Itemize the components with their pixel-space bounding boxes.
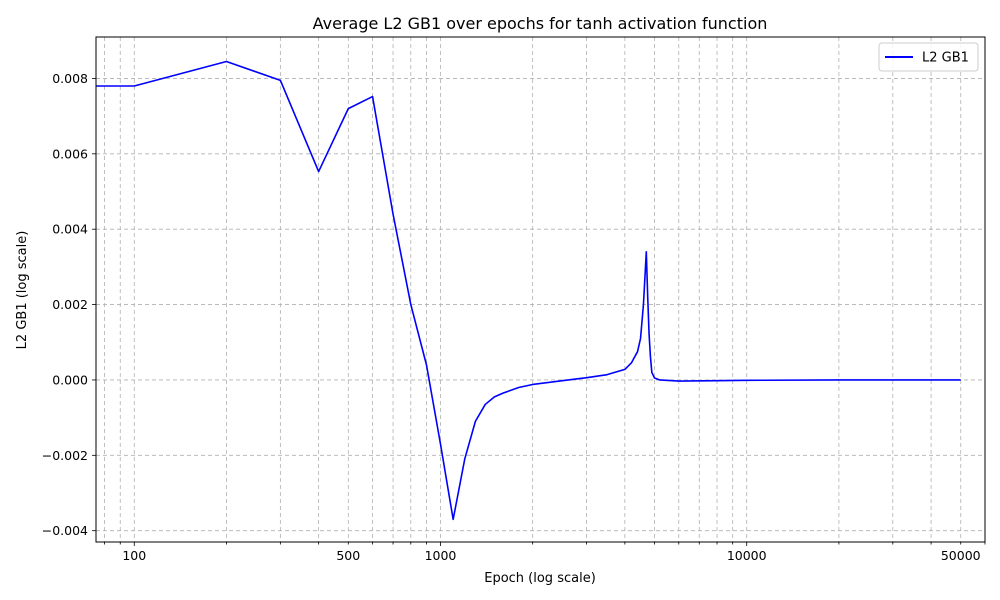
legend-label: L2 GB1 [922, 51, 969, 66]
y-tick-label: 0.002 [52, 297, 88, 312]
legend-box [878, 42, 979, 72]
y-tick-label: −0.002 [42, 448, 88, 463]
x-tick-label: 10000 [727, 548, 767, 563]
x-tick-label: 1000 [425, 548, 457, 563]
y-tick-label: 0.000 [52, 372, 88, 387]
series-line [96, 60, 961, 521]
x-grid-lines [104, 37, 986, 542]
y-tick-label: 0.008 [52, 71, 88, 86]
x-tick-label: 500 [336, 548, 360, 563]
y-tick-label: 0.006 [52, 146, 88, 161]
x-axis-label: Epoch (log scale) [484, 571, 596, 586]
chart-title: Average L2 GB1 over epochs for tanh acti… [313, 14, 768, 33]
y-axis-ticks: −0.004 −0.002 0.000 0.002 0.004 0.006 0.008 [42, 71, 96, 538]
x-tick-label: 50000 [941, 548, 981, 563]
x-axis-ticks: 100 500 1000 10000 50000 [104, 542, 986, 563]
y-grid-lines [96, 78, 985, 532]
y-axis-label: L2 GB1 (log scale) [15, 231, 30, 350]
series-layer [96, 60, 961, 521]
y-tick-label: 0.004 [52, 222, 88, 237]
plot-frame [95, 36, 986, 543]
y-tick-label: −0.004 [42, 523, 88, 538]
x-tick-label: 100 [122, 548, 146, 563]
legend: L2 GB1 [878, 42, 979, 72]
